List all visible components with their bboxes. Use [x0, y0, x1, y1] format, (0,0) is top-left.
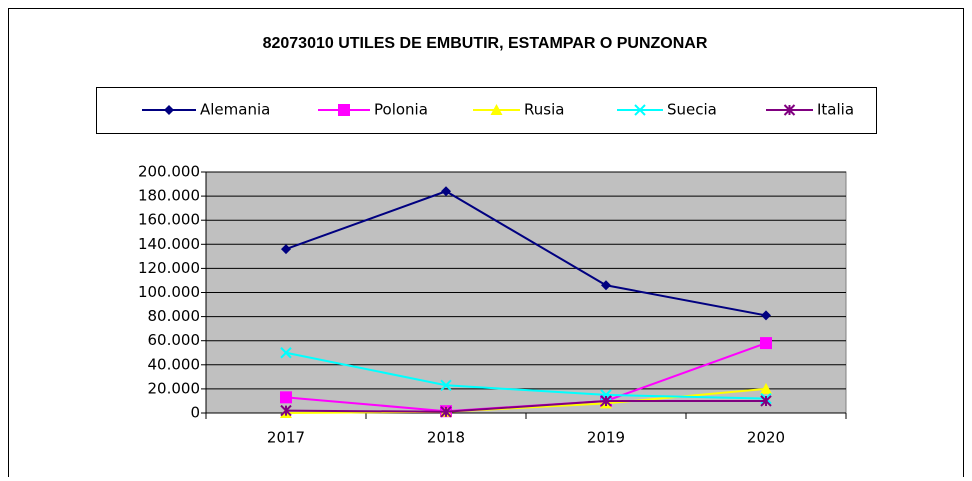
- marker: [600, 395, 612, 407]
- marker: [490, 104, 503, 115]
- x-tick-label: 2019: [587, 429, 625, 447]
- marker: [760, 395, 772, 407]
- marker: [280, 347, 292, 359]
- y-tick-label: 0: [190, 404, 200, 422]
- y-tick-label: 180.000: [138, 187, 200, 205]
- marker: [601, 280, 611, 291]
- marker: [760, 337, 772, 350]
- marker: [164, 105, 174, 115]
- y-tick-label: 120.000: [138, 259, 200, 277]
- y-tick-label: 160.000: [138, 211, 200, 229]
- series-line: [285, 190, 767, 317]
- y-tick-label: 140.000: [138, 235, 200, 253]
- y-tick-label: 200.000: [138, 163, 200, 181]
- marker: [441, 186, 451, 197]
- marker: [440, 406, 452, 418]
- legend-label: Alemania: [200, 101, 270, 119]
- legend-label: Suecia: [667, 101, 717, 119]
- y-tick-label: 20.000: [148, 379, 201, 397]
- marker: [281, 244, 291, 255]
- marker: [280, 391, 292, 404]
- x-tick-label: 2020: [747, 429, 785, 447]
- marker: [783, 104, 796, 116]
- x-tick-label: 2017: [267, 429, 305, 447]
- marker: [440, 379, 452, 391]
- series-line: [285, 399, 766, 413]
- marker: [634, 104, 646, 116]
- y-tick-label: 40.000: [148, 355, 201, 373]
- chart-title: 82073010 UTILES DE EMBUTIR, ESTAMPAR O P…: [263, 35, 708, 52]
- y-tick-label: 60.000: [148, 331, 201, 349]
- legend-label: Italia: [817, 101, 854, 119]
- series-line: [285, 351, 767, 400]
- legend-label: Polonia: [374, 101, 428, 119]
- marker: [761, 310, 771, 321]
- x-tick-label: 2018: [427, 429, 465, 447]
- marker: [760, 382, 772, 394]
- y-tick-label: 80.000: [148, 307, 201, 325]
- marker: [338, 104, 350, 116]
- y-tick-label: 100.000: [138, 283, 200, 301]
- marker: [280, 404, 292, 417]
- legend-label: Rusia: [524, 101, 564, 119]
